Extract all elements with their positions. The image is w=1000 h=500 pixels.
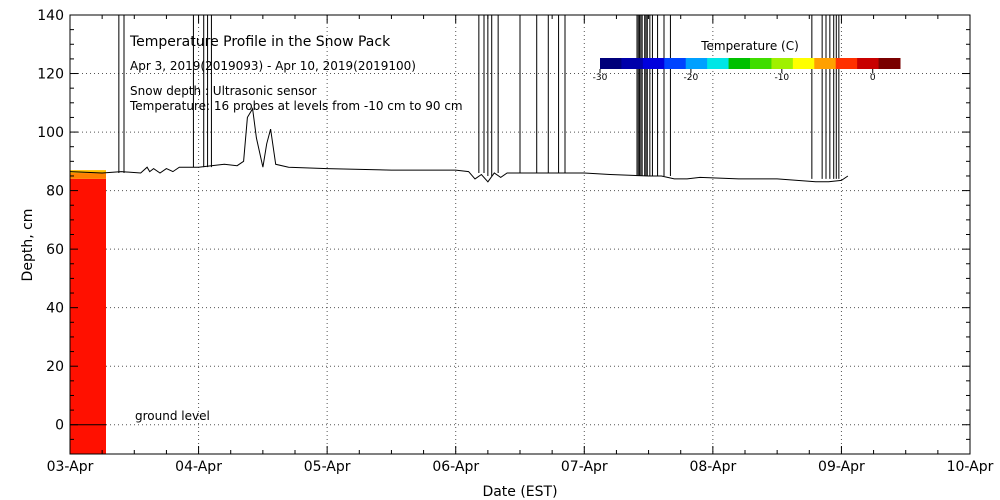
y-axis-title: Depth, cm [20, 209, 36, 282]
x-tick-label: 03-Apr [47, 459, 94, 475]
y-tick-label: 20 [46, 359, 64, 375]
x-tick-label: 09-Apr [818, 459, 865, 475]
y-tick-label: 120 [37, 67, 64, 83]
colorbar-cell [857, 58, 880, 69]
y-tick-label: 60 [46, 242, 64, 258]
colorbar-cell [707, 58, 730, 69]
chart-title: Temperature Profile in the Snow Pack [129, 34, 391, 50]
colorbar-cells [600, 58, 901, 69]
colorbar-cell [642, 58, 665, 69]
note-snow-depth: Snow depth : Ultrasonic sensor [130, 84, 317, 98]
colorbar-title: Temperature (C) [700, 39, 799, 53]
y-tick-label: 40 [46, 301, 64, 317]
chart-subtitle: Apr 3, 2019(2019093) - Apr 10, 2019(2019… [130, 59, 416, 73]
ground-level-label: ground level [135, 409, 210, 423]
y-tick-label: 100 [37, 125, 64, 141]
temperature-profile [70, 170, 106, 455]
y-tick-label: 140 [37, 8, 64, 24]
x-tick-label: 07-Apr [561, 459, 608, 475]
snow-depth-series [69, 15, 849, 183]
axes: 0 20 40 60 80 100 120 140 03-Apr 04-Apr 05-Apr 06-A… [37, 8, 993, 475]
colorbar-cell [878, 58, 901, 69]
colorbar-cell [792, 58, 815, 69]
colorbar-tick-label: 0 [870, 73, 876, 83]
colorbar-cell [621, 58, 644, 69]
temperature-colorbar: Temperature (C) -30 -20 -10 0 [593, 39, 901, 83]
temperature-layer [70, 170, 106, 174]
colorbar-ticks: -30 -20 -10 0 [593, 69, 876, 83]
temperature-layer [70, 173, 106, 179]
colorbar-cell [600, 58, 622, 69]
colorbar-cell [835, 58, 858, 69]
note-temperature: Temperature: 16 probes at levels from -1… [129, 99, 463, 113]
temperature-layer [70, 178, 106, 455]
colorbar-cell [685, 58, 708, 69]
colorbar-tick-label: -10 [774, 73, 789, 83]
colorbar-tick-label: -20 [684, 73, 699, 83]
colorbar-tick-label: -30 [593, 73, 608, 83]
colorbar-cell [728, 58, 751, 69]
colorbar-cell [814, 58, 837, 69]
colorbar-cell [771, 58, 794, 69]
y-tick-label: 80 [46, 184, 64, 200]
x-tick-label: 10-Apr [947, 459, 994, 475]
x-tick-label: 05-Apr [304, 459, 351, 475]
x-axis-title: Date (EST) [482, 484, 557, 500]
snow-depth-line [69, 107, 849, 183]
colorbar-cell [750, 58, 772, 69]
y-tick-label: 0 [55, 418, 64, 434]
colorbar-cell [664, 58, 687, 69]
x-tick-label: 06-Apr [432, 459, 479, 475]
x-tick-label: 08-Apr [689, 459, 736, 475]
x-tick-label: 04-Apr [175, 459, 222, 475]
